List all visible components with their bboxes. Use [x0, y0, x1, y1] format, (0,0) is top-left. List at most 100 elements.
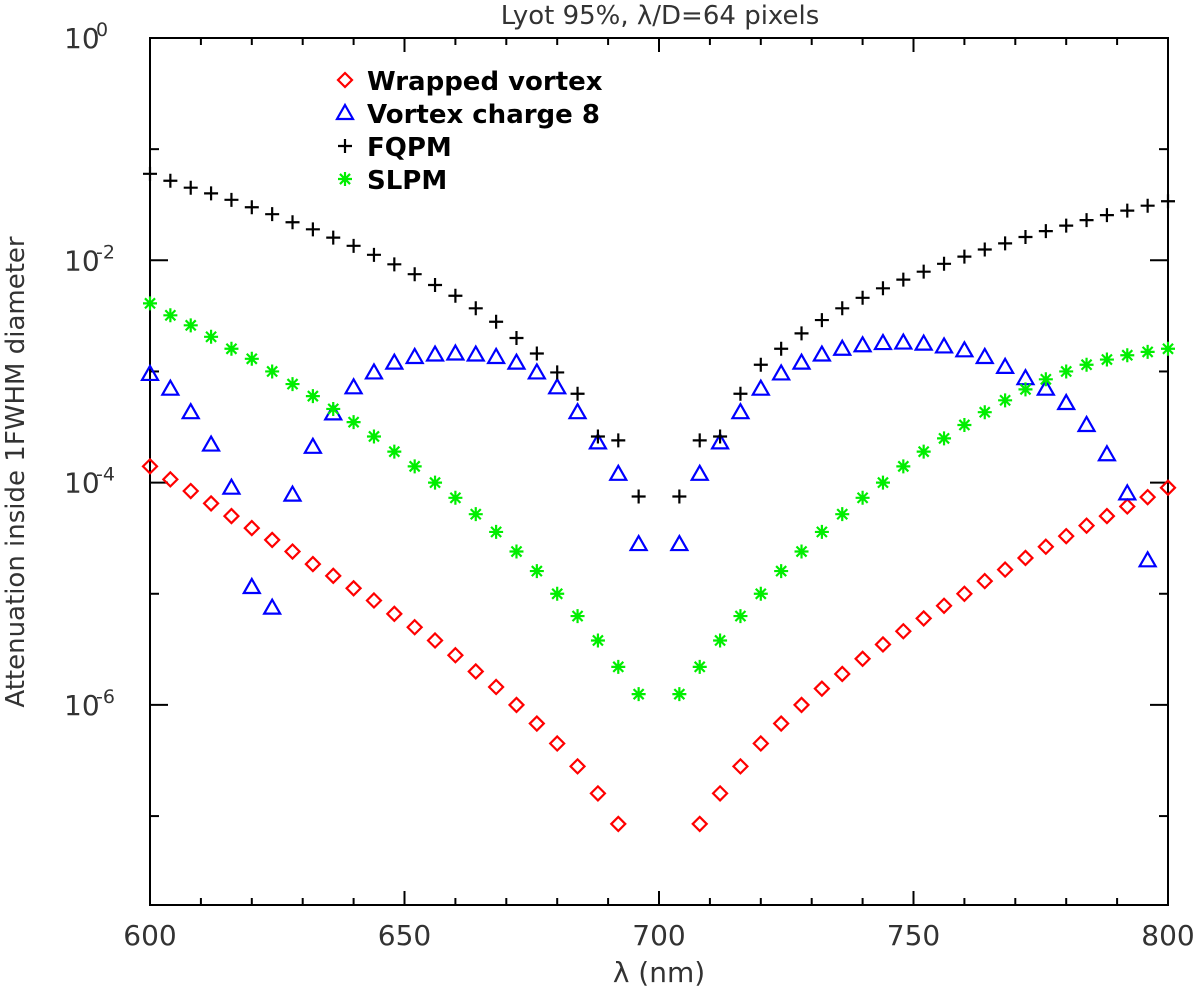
point-fqpm-720: [753, 357, 768, 372]
point-wrapped-vortex-652: [406, 618, 424, 636]
point-wrapped-vortex-708: [691, 815, 709, 833]
point-vortex-charge-8-784: [1076, 414, 1097, 433]
series-wrapped-vortex: [141, 457, 1177, 833]
point-fqpm-756: [937, 256, 952, 271]
point-vortex-charge-8-776: [1035, 378, 1056, 396]
y-tick-exponent: 0: [96, 19, 108, 41]
point-slpm-624: [265, 364, 280, 379]
chart-title: Lyot 95%, λ/D=64 pixels: [501, 1, 820, 31]
point-slpm-620: [244, 351, 259, 366]
point-slpm-616: [224, 341, 239, 356]
point-wrapped-vortex-660: [446, 646, 464, 664]
y-tick-label-0: 100: [64, 19, 108, 55]
point-slpm-720: [753, 586, 768, 601]
point-wrapped-vortex-788: [1098, 507, 1116, 525]
point-vortex-charge-8-716: [730, 401, 751, 420]
point-wrapped-vortex-764: [976, 572, 994, 590]
point-slpm-648: [387, 444, 402, 459]
point-wrapped-vortex-784: [1078, 517, 1096, 535]
point-wrapped-vortex-612: [202, 494, 220, 512]
y-tick-base: 10: [64, 689, 100, 722]
point-fqpm-764: [977, 242, 992, 257]
point-vortex-charge-8-612: [201, 434, 221, 452]
point-wrapped-vortex-664: [467, 662, 485, 681]
point-fqpm-640: [346, 238, 361, 253]
point-slpm-780: [1059, 364, 1074, 379]
point-fqpm-768: [998, 236, 1013, 251]
point-fqpm-644: [366, 247, 381, 262]
point-fqpm-600: [143, 166, 157, 181]
legend-marker-wrapped-vortex: [336, 71, 354, 89]
point-fqpm-728: [794, 326, 809, 341]
point-slpm-668: [489, 524, 504, 539]
point-slpm-736: [835, 507, 850, 522]
series-vortex-charge-8: [140, 332, 1158, 615]
point-fqpm-612: [204, 186, 219, 201]
point-slpm-796: [1140, 344, 1155, 359]
point-wrapped-vortex-688: [589, 784, 607, 802]
point-wrapped-vortex-716: [731, 757, 749, 775]
point-slpm-712: [713, 633, 728, 648]
point-wrapped-vortex-648: [385, 605, 403, 623]
point-wrapped-vortex-640: [345, 579, 363, 597]
x-tick-label-600: 600: [123, 919, 176, 952]
point-wrapped-vortex-792: [1118, 497, 1136, 516]
y-tick-exponent: -4: [96, 464, 115, 486]
point-fqpm-616: [224, 192, 239, 207]
point-vortex-charge-8-648: [384, 352, 405, 370]
point-fqpm-736: [835, 301, 850, 316]
point-slpm-640: [346, 415, 361, 430]
point-vortex-charge-8-620: [241, 576, 262, 595]
point-slpm-768: [998, 393, 1013, 408]
point-wrapped-vortex-720: [752, 734, 770, 753]
point-wrapped-vortex-724: [772, 714, 790, 733]
point-fqpm-712: [713, 429, 728, 444]
legend-marker-fqpm: [338, 139, 352, 153]
point-vortex-charge-8-680: [547, 377, 568, 395]
point-fqpm-656: [428, 277, 443, 292]
point-fqpm-660: [448, 288, 463, 303]
point-slpm-792: [1120, 348, 1135, 363]
point-fqpm-744: [875, 281, 890, 296]
point-fqpm-772: [1018, 230, 1033, 245]
point-slpm-656: [428, 475, 443, 490]
point-slpm-724: [774, 564, 789, 579]
y-tick-base: 10: [64, 244, 100, 277]
point-vortex-charge-8-748: [893, 332, 914, 350]
point-fqpm-760: [957, 249, 972, 264]
point-fqpm-624: [265, 207, 280, 222]
point-wrapped-vortex-636: [324, 567, 342, 585]
point-wrapped-vortex-656: [426, 631, 444, 650]
point-fqpm-740: [855, 290, 870, 305]
legend-label-wrapped-vortex: Wrapped vortex: [367, 67, 603, 97]
point-wrapped-vortex-620: [243, 519, 261, 537]
point-slpm-660: [448, 490, 463, 505]
point-fqpm-692: [611, 433, 626, 448]
plot-frame: [149, 37, 1169, 906]
point-vortex-charge-8-668: [486, 346, 507, 365]
point-slpm-756: [937, 431, 952, 446]
point-vortex-charge-8-600: [140, 363, 160, 382]
point-wrapped-vortex-760: [955, 585, 973, 603]
point-vortex-charge-8-640: [343, 377, 364, 395]
point-vortex-charge-8-708: [689, 463, 710, 481]
x-tick-labels: 600 650 700 750 800: [123, 919, 1194, 952]
point-wrapped-vortex-668: [487, 678, 505, 696]
point-fqpm-636: [326, 230, 341, 245]
point-fqpm-776: [1038, 224, 1053, 239]
point-vortex-charge-8-608: [180, 401, 201, 420]
point-vortex-charge-8-744: [873, 332, 893, 351]
point-wrapped-vortex-744: [874, 635, 892, 654]
x-tick-label-750: 750: [887, 919, 940, 952]
point-fqpm-748: [896, 272, 911, 287]
point-wrapped-vortex-672: [507, 696, 526, 714]
point-vortex-charge-8-736: [832, 338, 853, 356]
point-vortex-charge-8-792: [1117, 483, 1138, 501]
point-fqpm-724: [774, 341, 789, 356]
point-fqpm-604: [163, 173, 178, 188]
point-vortex-charge-8-768: [995, 356, 1016, 374]
point-wrapped-vortex-680: [548, 734, 566, 753]
point-fqpm-648: [387, 257, 402, 272]
point-vortex-charge-8-788: [1097, 444, 1117, 462]
point-fqpm-716: [733, 386, 748, 401]
